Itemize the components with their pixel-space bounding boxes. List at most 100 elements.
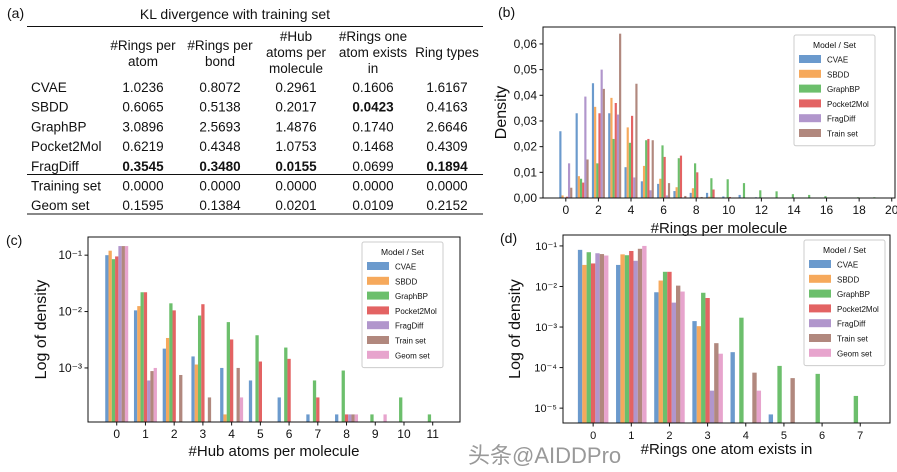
legend-swatch	[809, 304, 831, 313]
bar-graphbp-9	[370, 414, 374, 422]
legend-swatch	[367, 262, 389, 270]
bar-graphbp-4	[226, 322, 230, 422]
bar-cvae-4	[730, 352, 735, 423]
bar-sbdd-0	[561, 195, 564, 198]
legend: Model / Set CVAE SBDD GraphBP Pocket2Mol Frag…	[361, 241, 444, 369]
bar-fragdiff-0	[567, 163, 571, 198]
bar-pocket2mol-10	[728, 196, 731, 198]
bar-graphbp-9	[710, 178, 713, 198]
bar-pocket2mol-7	[679, 155, 683, 198]
legend-swatch	[809, 274, 831, 283]
bar-graphbp-2	[662, 271, 668, 423]
bar-cvae-8	[689, 192, 692, 198]
column-header: atom exists	[339, 45, 408, 60]
table-cell: 0.0201	[275, 198, 316, 213]
x-tick-label: 8	[693, 203, 700, 217]
x-tick-label: 6	[286, 427, 293, 441]
bar-pocket2mol-2	[172, 310, 176, 422]
legend-entry: GraphBP	[827, 85, 860, 94]
row-label: FragDiff	[31, 159, 79, 174]
y-axis-label: Log of density	[33, 280, 50, 380]
bar-pocket2mol-2	[598, 113, 601, 198]
bar-pocket2mol-0	[115, 256, 119, 422]
bar-pocket2mol-5	[647, 138, 650, 198]
column-header: bond	[205, 54, 235, 69]
bar-graphbp-6	[284, 347, 288, 422]
bar-geom-set-4	[756, 390, 762, 423]
table-cell: 3.0896	[122, 119, 163, 134]
bar-pocket2mol-1	[582, 182, 585, 198]
table-cell: 0.4163	[426, 100, 467, 115]
bar-cvae-5	[248, 380, 253, 422]
chart-d: (d) 0 1 2 3 4 5 6 7 10⁻¹ 10⁻² 10⁻³ 10⁻⁴ 10⁻⁵ #Rings on…	[500, 230, 891, 458]
bar-sbdd-3	[194, 364, 198, 422]
column-header: #Rings per	[187, 38, 253, 53]
bar-train-set-4	[752, 372, 757, 423]
x-tick-label: 3	[200, 427, 207, 441]
bar-cvae-2	[162, 348, 166, 422]
row-label: CVAE	[31, 80, 67, 95]
bar-sbdd-4	[223, 414, 227, 422]
bar-graphbp-13	[775, 191, 778, 198]
bar-geom-set-2	[680, 291, 685, 423]
y-tick-label: 10⁻⁵	[534, 403, 557, 415]
legend-box	[361, 241, 444, 369]
legend-swatch	[367, 336, 389, 344]
x-axis-label: #Rings per molecule	[651, 220, 788, 237]
charts: (b)0 2 4 6 8 10 12 14 16 18 200,000,010,020,030,04…	[6, 4, 897, 460]
bar-train-set-3	[207, 397, 212, 422]
y-tick-label: 0,00	[514, 191, 538, 205]
bar-graphbp-6	[661, 145, 664, 198]
bar-pocket2mol-1	[629, 250, 634, 423]
axes-frame	[562, 234, 891, 424]
bar-sbdd-3	[610, 97, 613, 198]
x-tick-label: 5	[257, 427, 264, 441]
bar-cvae-1	[133, 310, 138, 422]
bar-sbdd-5	[642, 165, 646, 198]
legend-title: Model / Set	[813, 40, 857, 50]
bar-cvae-10	[722, 196, 725, 198]
column-header: atom	[128, 54, 158, 69]
bar-pocket2mol-4	[229, 339, 234, 422]
bar-train-set-2	[602, 88, 605, 198]
panel-label: (c)	[6, 232, 22, 248]
legend-swatch	[799, 55, 821, 63]
x-tick-label: 12	[755, 203, 769, 217]
table-cell: 0.1606	[352, 80, 393, 95]
legend-swatch	[809, 348, 831, 357]
bar-graphbp-1	[140, 292, 144, 422]
bar-cvae-4	[220, 367, 224, 422]
y-tick-label: 10⁻¹	[58, 248, 82, 262]
bar-graphbp-1	[579, 178, 583, 198]
bar-fragdiff-6	[665, 195, 668, 198]
table-cell: 0.3545	[122, 159, 164, 174]
bar-graphbp-7	[677, 158, 680, 198]
y-tick-label: 0,01	[514, 165, 538, 179]
y-tick-label: 10⁻³	[535, 322, 557, 334]
legend-entry: Train set	[837, 335, 869, 344]
bar-sbdd-2	[594, 106, 597, 198]
panel-label: (b)	[498, 4, 515, 20]
legend-swatch	[367, 306, 389, 315]
bar-geom-set-1	[153, 367, 157, 422]
bar-graphbp-2	[596, 163, 599, 198]
bar-pocket2mol-9	[712, 189, 715, 198]
column-header: in	[368, 61, 379, 76]
x-tick-label: 3	[705, 430, 711, 442]
bar-cvae-0	[577, 249, 583, 423]
bar-graphbp-3	[701, 292, 706, 423]
legend-entry: CVAE	[827, 56, 848, 65]
bar-pocket2mol-3	[201, 304, 205, 422]
bar-graphbp-8	[694, 163, 697, 198]
bar-fragdiff-0	[595, 253, 600, 423]
bar-graphbp-5	[777, 365, 782, 423]
panel-label-a: (a)	[7, 5, 24, 21]
bar-train-set-4	[635, 83, 638, 198]
bar-graphbp-5	[255, 335, 259, 422]
legend-swatch	[809, 319, 831, 328]
bar-cvae-6	[277, 397, 281, 422]
bar-train-set-1	[586, 159, 589, 198]
legend-entry: Train set	[395, 337, 427, 346]
bar-graphbp-7	[312, 380, 317, 422]
